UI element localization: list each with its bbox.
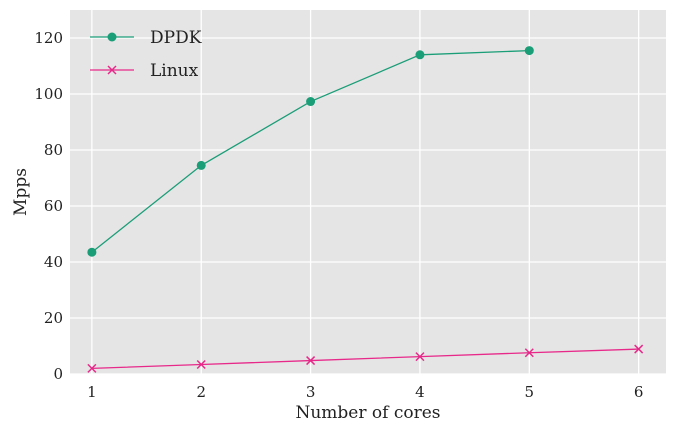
series-line-linux	[91, 348, 639, 370]
y-tick-label: 80	[44, 141, 63, 159]
data-point-linux	[306, 356, 316, 366]
series-dpdk	[87, 46, 534, 257]
data-point-dpdk	[524, 46, 534, 56]
grid-lines	[70, 10, 666, 375]
y-tick-label: 40	[44, 253, 63, 271]
plot-background	[70, 10, 666, 374]
x-axis-title: Number of cores	[295, 403, 440, 423]
data-point-linux	[634, 344, 644, 354]
y-tick-label: 100	[34, 85, 63, 103]
y-tick-label: 20	[44, 309, 63, 327]
series-linux	[87, 344, 644, 373]
legend-label: Linux	[150, 61, 199, 81]
legend-item-linux: Linux	[90, 61, 199, 81]
data-point-linux	[415, 352, 425, 362]
x-tick-label: 1	[87, 383, 97, 401]
data-point-dpdk	[306, 97, 316, 107]
x-tick-labels: 1 2 3 4 5 6	[87, 383, 643, 401]
x-tick-label: 3	[306, 383, 316, 401]
data-point-linux	[87, 363, 97, 373]
data-point-dpdk	[196, 160, 206, 170]
legend-marker	[107, 65, 117, 75]
series-layer	[87, 46, 644, 373]
x-tick-label: 4	[415, 383, 425, 401]
legend: DPDK Linux	[90, 28, 202, 81]
data-point-dpdk	[87, 247, 97, 257]
y-tick-labels: 0 20 40 60 80 100 120	[34, 29, 63, 383]
x-tick-label: 2	[196, 383, 206, 401]
y-axis-title: Mpps	[11, 168, 31, 216]
x-tick-label: 6	[634, 383, 644, 401]
y-tick-label: 0	[53, 365, 63, 383]
legend-marker	[107, 32, 117, 42]
data-point-linux	[524, 348, 534, 358]
legend-label: DPDK	[150, 28, 202, 48]
x-tick-label: 5	[525, 383, 535, 401]
data-point-linux	[196, 359, 206, 370]
y-tick-label: 120	[34, 29, 63, 47]
data-point-dpdk	[415, 50, 425, 60]
y-tick-label: 60	[44, 197, 63, 215]
legend-item-dpdk: DPDK	[90, 28, 202, 48]
